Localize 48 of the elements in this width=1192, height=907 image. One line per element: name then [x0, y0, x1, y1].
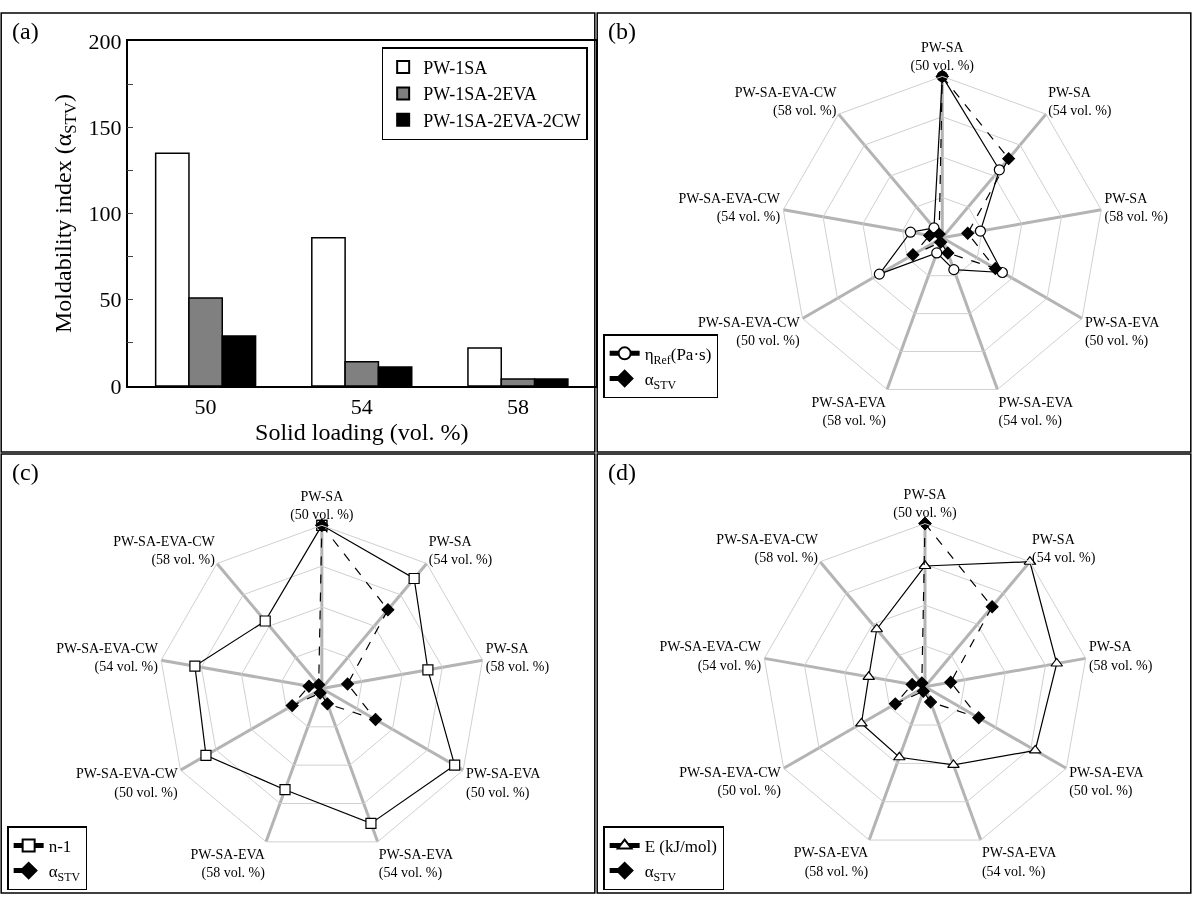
spoke-label: PW-SA-EVA-CW (58 vol. %): [716, 532, 819, 567]
spoke-label: PW-SA (50 vol. %): [290, 489, 354, 524]
spoke-label: PW-SA-EVA (50 vol. %): [466, 766, 542, 801]
spoke-label: PW-SA (58 vol. %): [1088, 639, 1153, 674]
spoke-label: PW-SA-EVA (58 vol. %): [811, 394, 887, 430]
legend-label: PW-1SA-2EVA-2CW: [423, 110, 581, 131]
spoke-label: PW-SA (54 vol. %): [428, 533, 493, 569]
x-tick-label: 54: [350, 394, 373, 420]
y-tick-label: 200: [88, 28, 122, 54]
legend-label: α$_{STV}$: [644, 370, 677, 392]
spoke-label: PW-SA-EVA-CW (50 vol. %): [679, 764, 782, 799]
spoke-label: PW-SA-EVA-CW (58 vol. %): [734, 84, 838, 119]
x-tick-label: 58: [506, 394, 529, 420]
chart-title: (d): [608, 459, 636, 485]
spoke-label: PW-SA (54 vol. %): [1048, 84, 1112, 119]
spoke-label: PW-SA-EVA (54 vol. %): [998, 394, 1074, 430]
y-tick-label: 150: [88, 115, 122, 141]
spoke-label: PW-SA-EVA (54 vol. %): [378, 847, 455, 882]
spoke-label: PW-SA-EVA-CW (54 vol. %): [678, 190, 781, 226]
spoke-label: PW-SA-EVA (50 vol. %): [1084, 314, 1161, 350]
spoke-label: PW-SA (54 vol. %): [1032, 532, 1096, 567]
spoke-label: PW-SA-EVA-CW (50 vol. %): [76, 766, 179, 801]
legend-label: PW-1SA: [423, 58, 488, 78]
spoke-label: PW-SA-EVA (54 vol. %): [981, 845, 1058, 880]
y-tick-label: 50: [99, 287, 122, 313]
spoke-label: PW-SA (58 vol. %): [485, 641, 550, 676]
spoke-label: PW-SA (58 vol. %): [1104, 190, 1169, 226]
spoke-label: PW-SA-EVA-CW (54 vol. %): [659, 639, 762, 674]
spoke-label: PW-SA-EVA (58 vol. %): [190, 847, 266, 882]
spoke-label: PW-SA-EVA-CW (54 vol. %): [56, 641, 159, 676]
legend-label: PW-1SA-2EVA: [423, 84, 537, 105]
chart-title: (a): [12, 18, 39, 44]
spoke-label: PW-SA-EVA (58 vol. %): [793, 845, 869, 880]
legend-label: α$_{STV}$: [644, 862, 677, 884]
legend-label: E (kJ/mol): [644, 837, 717, 857]
y-tick-label: 0: [110, 373, 122, 399]
y-tick-label: 100: [88, 201, 122, 227]
spoke-label: PW-SA-EVA (50 vol. %): [1069, 764, 1145, 799]
spoke-label: PW-SA-EVA-CW (58 vol. %): [113, 533, 216, 569]
x-tick-label: 50: [194, 394, 217, 420]
x-axis-title: Solid loading (vol. %): [255, 419, 469, 446]
spoke-label: PW-SA (50 vol. %): [893, 487, 958, 522]
chart-title: (b): [608, 18, 636, 44]
chart-title: (c): [12, 459, 39, 485]
legend-label: n-1: [48, 837, 72, 857]
spoke-label: PW-SA (50 vol. %): [910, 40, 975, 75]
legend-label: α$_{STV}$: [48, 862, 81, 884]
legend-label: η$_{Ref}$(Pa·s): [644, 345, 712, 367]
